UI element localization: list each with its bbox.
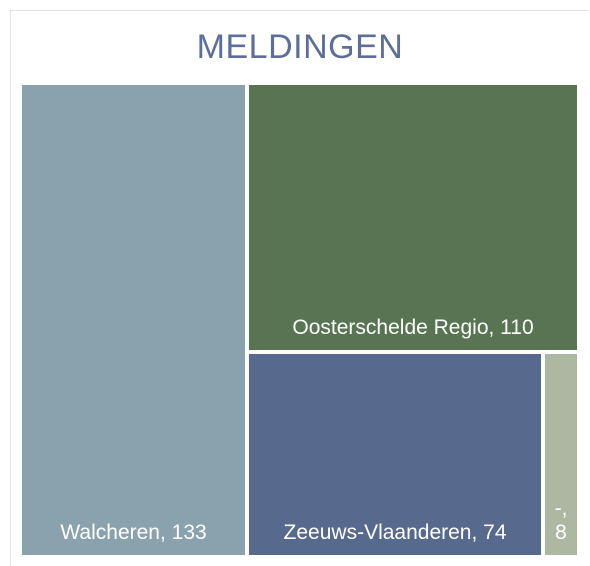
- treemap-cell: -, 8: [545, 354, 577, 555]
- cell-label: -, 8: [554, 496, 568, 544]
- chart-title: MELDINGEN: [196, 28, 404, 66]
- treemap: Walcheren, 133 Oosterschelde Regio, 110 Ze…: [22, 85, 577, 555]
- chart-frame: [10, 10, 589, 566]
- cell-label: Oosterschelde Regio, 110: [292, 316, 534, 340]
- treemap-cell: Oosterschelde Regio, 110: [249, 85, 577, 351]
- cell-label: Walcheren, 133: [60, 521, 207, 544]
- treemap-cell: Zeeuws-Vlaanderen, 74: [249, 354, 541, 555]
- cell-label: Zeeuws-Vlaanderen, 74: [283, 520, 507, 544]
- treemap-cell: Walcheren, 133: [22, 85, 246, 555]
